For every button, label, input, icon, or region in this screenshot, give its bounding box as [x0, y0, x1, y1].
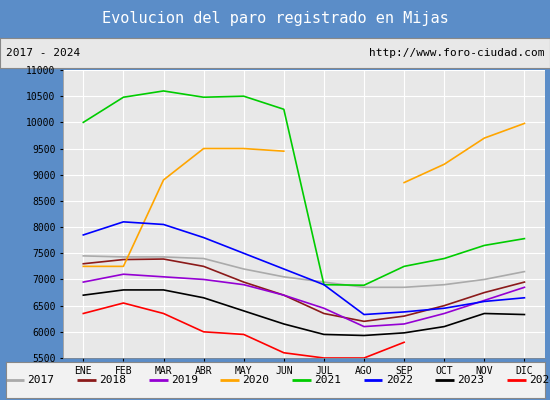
Text: 2022: 2022 — [386, 375, 412, 385]
Text: 2023: 2023 — [457, 375, 484, 385]
Text: Evolucion del paro registrado en Mijas: Evolucion del paro registrado en Mijas — [102, 12, 448, 26]
Text: 2017 - 2024: 2017 - 2024 — [6, 48, 80, 58]
Text: 2019: 2019 — [171, 375, 198, 385]
Text: 2021: 2021 — [314, 375, 341, 385]
Text: 2024: 2024 — [529, 375, 550, 385]
Text: 2018: 2018 — [99, 375, 126, 385]
Text: http://www.foro-ciudad.com: http://www.foro-ciudad.com — [369, 48, 544, 58]
Text: 2017: 2017 — [28, 375, 54, 385]
Text: 2020: 2020 — [243, 375, 270, 385]
